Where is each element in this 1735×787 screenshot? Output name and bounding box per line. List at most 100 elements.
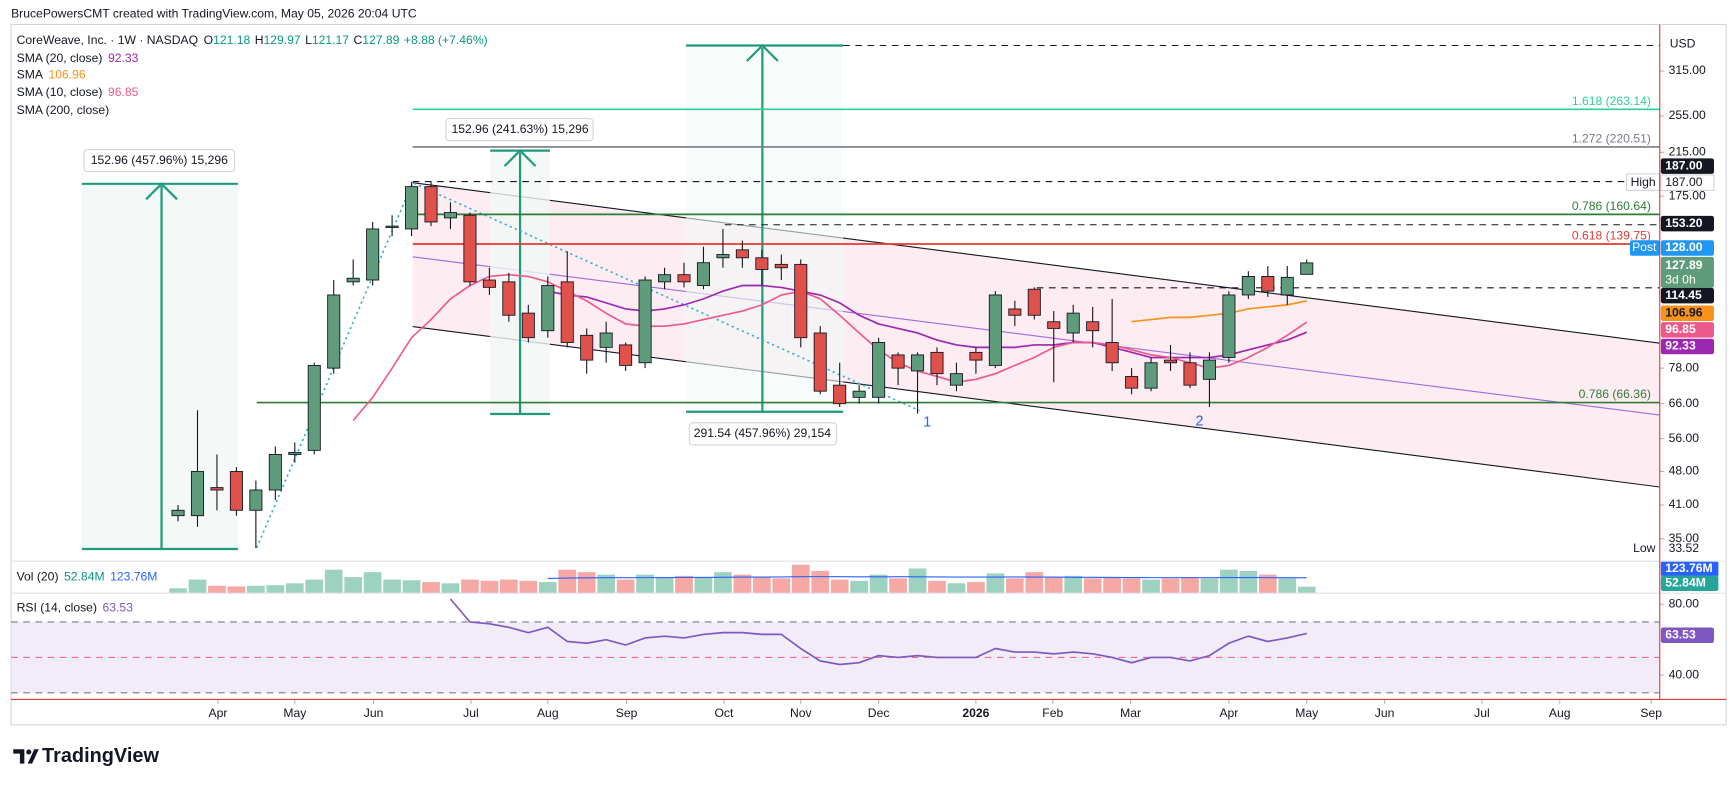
candle-body xyxy=(813,332,827,392)
measure-label-box xyxy=(83,148,236,173)
legend-value: 96.85 xyxy=(108,85,139,99)
logo-dot xyxy=(26,749,32,755)
candle-body xyxy=(1241,276,1255,296)
candle-body xyxy=(852,390,866,398)
x-tick-label: Aug xyxy=(1549,706,1571,720)
y-tick-label: 175.00 xyxy=(1669,188,1706,202)
y-tick-label: 35.00 xyxy=(1669,531,1700,545)
candle-body xyxy=(658,274,672,283)
volume-bar xyxy=(363,572,382,594)
candle-body xyxy=(190,471,205,517)
y-tick-label: 40.00 xyxy=(1669,667,1700,681)
volume-bar xyxy=(169,588,187,594)
brand: TradingView xyxy=(42,745,159,767)
axis-badge xyxy=(1660,322,1714,338)
candle-body xyxy=(210,487,224,491)
legend-value: 121.18 xyxy=(213,33,250,47)
axis-badge xyxy=(1660,305,1714,322)
low-label: Low xyxy=(1633,541,1656,555)
legend-name: SMA (10, close) xyxy=(17,85,103,99)
volume-bar xyxy=(480,580,499,594)
countdown: 3d 0h xyxy=(1665,272,1695,286)
candle-body xyxy=(891,354,905,369)
channel-mid xyxy=(412,256,1660,416)
candle-body xyxy=(930,351,944,375)
volume-bar xyxy=(344,577,363,594)
volume-bar xyxy=(811,570,830,594)
candle-body xyxy=(171,509,185,517)
candle-body xyxy=(229,471,243,511)
x-tick-label: May xyxy=(1295,706,1319,720)
candle-body xyxy=(833,384,847,405)
candle-body xyxy=(988,294,1002,366)
candle-body xyxy=(1163,359,1178,364)
x-tick-label: Oct xyxy=(714,706,734,720)
volume-bar xyxy=(597,574,616,594)
x-tick-label: Jul xyxy=(1474,706,1490,720)
wave-label: 2 xyxy=(1195,414,1203,430)
volume-bar xyxy=(1103,577,1121,594)
volume-bar xyxy=(383,579,401,594)
axis-badge-label: 52.84M xyxy=(1665,575,1706,589)
candle-body xyxy=(1300,262,1314,275)
volume-bar xyxy=(636,574,654,594)
axis-badge-label: 96.85 xyxy=(1665,322,1696,336)
volume-bar xyxy=(324,569,343,594)
axis-badge xyxy=(1660,338,1714,355)
volume-bar xyxy=(928,580,946,594)
volume-bar xyxy=(285,583,304,594)
logo-icon xyxy=(13,749,39,764)
candle-body xyxy=(1261,276,1275,292)
volume-bar xyxy=(500,579,518,594)
legend-vol: Vol (20) 52.84M 123.76M xyxy=(17,570,158,584)
candle-body xyxy=(677,274,691,283)
volume-bar xyxy=(791,564,810,594)
candle-body xyxy=(443,212,458,219)
candle-body xyxy=(872,342,886,398)
volume-bar xyxy=(1005,578,1024,594)
high-label: High xyxy=(1631,175,1656,189)
measure-label: 152.96 (241.63%) 15,296 xyxy=(451,122,588,136)
measure-label: 152.96 (457.96%) 15,296 xyxy=(91,153,228,167)
logo: TradingView xyxy=(13,745,159,767)
volume-bar xyxy=(402,580,421,594)
x-tick-label: Apr xyxy=(208,706,227,720)
candle-body xyxy=(580,334,594,361)
volume-bar xyxy=(908,568,927,594)
volume-bar xyxy=(733,574,752,594)
volume-bar xyxy=(1064,575,1083,594)
sma-line xyxy=(547,284,1308,359)
volume-bar xyxy=(772,578,791,594)
x-tick-label: Jul xyxy=(463,706,479,720)
y-tick-label: 48.00 xyxy=(1669,464,1700,478)
candle-body xyxy=(366,228,380,281)
legend-change: +8.88 (+7.46%) xyxy=(404,33,488,47)
lower-panes xyxy=(11,564,1660,694)
y-tick-label: 315.00 xyxy=(1669,63,1706,77)
volume-bar xyxy=(227,586,246,594)
y-tick-label: 66.00 xyxy=(1669,396,1700,410)
legend-value: 63.53 xyxy=(103,601,134,615)
volume-bar xyxy=(616,579,635,594)
axis-badge xyxy=(1660,174,1715,192)
axis-badge-label: 187.00 xyxy=(1665,175,1702,189)
legend-value: 129.97 xyxy=(263,33,300,47)
volume-bar xyxy=(986,573,1005,594)
candle-body xyxy=(1027,288,1041,316)
wave-label: 1 xyxy=(923,415,931,431)
axis-badge xyxy=(1660,627,1714,644)
y-tick-label: 78.00 xyxy=(1669,360,1700,374)
rsi-line xyxy=(449,598,1307,666)
low-value: 33.52 xyxy=(1669,541,1700,555)
candle-body xyxy=(599,332,613,348)
candle-body xyxy=(1086,321,1100,332)
sma-line xyxy=(1131,300,1307,323)
rsi-band xyxy=(11,621,1660,693)
volume-bar xyxy=(1239,570,1258,594)
legend-value: 127.89 xyxy=(362,33,399,47)
candle-body xyxy=(1125,376,1139,389)
axis-badge-label: 63.53 xyxy=(1665,627,1696,641)
legend-sma: SMA (200, close) xyxy=(17,103,110,117)
axis-badge xyxy=(1660,561,1719,577)
axis-badge-label: 128.00 xyxy=(1665,240,1702,254)
